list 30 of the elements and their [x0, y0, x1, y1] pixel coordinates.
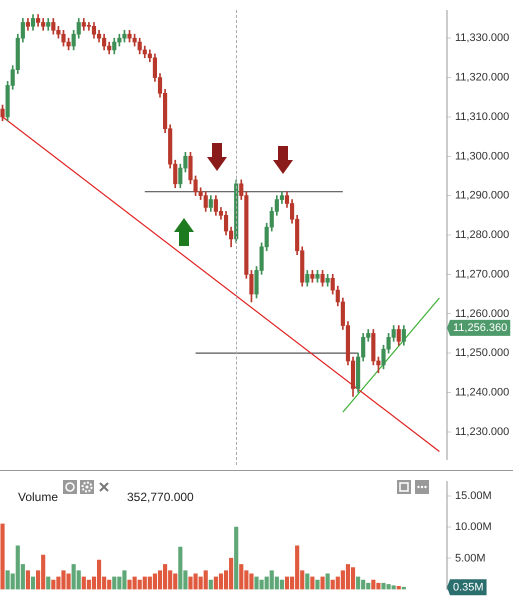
y-tick-label: 11,330.000 — [455, 32, 510, 44]
y-tick-label: 11,320.000 — [455, 72, 510, 84]
text: 0.35M — [453, 581, 484, 594]
bar — [26, 570, 30, 590]
y-tick-label: 11,260.000 — [455, 308, 510, 320]
bar — [234, 526, 238, 590]
y-tick-label: 10.00M — [455, 521, 492, 534]
bar — [310, 576, 314, 590]
text: 11,256.360 — [453, 322, 508, 334]
y-tick-label: 15.00M — [455, 490, 492, 502]
bar — [0, 524, 5, 590]
bar — [320, 576, 325, 590]
bar — [46, 576, 50, 590]
bar — [305, 573, 310, 590]
bar — [208, 580, 213, 590]
y-tick-label: 11,290.000 — [455, 190, 510, 202]
annotation: 352,770.000 — [127, 490, 194, 504]
bar — [396, 586, 401, 590]
y-tick-label: 11,310.000 — [455, 110, 510, 123]
bar — [326, 573, 330, 590]
y-tick-label: 11,270.000 — [455, 268, 510, 280]
y-tick-label: 11,250.000 — [455, 347, 510, 360]
bar — [315, 580, 320, 590]
bar — [30, 576, 36, 590]
y-tick-label: 11,280.000 — [455, 229, 510, 242]
annotation: Volume — [18, 490, 58, 504]
y-tick-label: 11,230.000 — [455, 426, 510, 438]
y-tick-label: 11,240.000 — [455, 386, 510, 399]
y-tick-label: 5.00M — [455, 552, 486, 564]
y-tick-label: 11,300.000 — [455, 150, 510, 162]
